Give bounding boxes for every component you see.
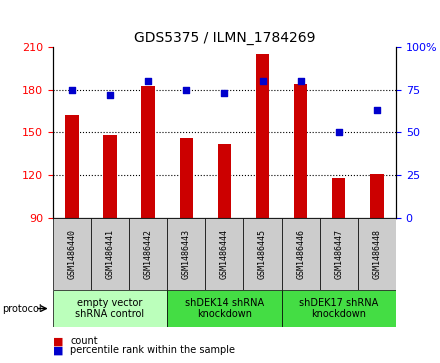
Bar xyxy=(370,174,384,218)
Text: GSM1486442: GSM1486442 xyxy=(143,229,153,279)
Bar xyxy=(180,138,193,218)
Bar xyxy=(103,135,117,218)
Text: count: count xyxy=(70,336,98,346)
Bar xyxy=(167,290,282,327)
Point xyxy=(374,107,381,113)
Bar xyxy=(218,144,231,218)
Bar xyxy=(320,218,358,290)
Bar xyxy=(167,218,205,290)
Text: GSM1486441: GSM1486441 xyxy=(106,229,114,279)
Text: GSM1486447: GSM1486447 xyxy=(334,229,343,279)
Bar xyxy=(256,54,269,218)
Text: GSM1486444: GSM1486444 xyxy=(220,229,229,279)
Bar xyxy=(53,290,167,327)
Text: ■: ■ xyxy=(53,336,63,346)
Point xyxy=(183,87,190,93)
Point xyxy=(68,87,75,93)
Bar xyxy=(91,218,129,290)
Text: ■: ■ xyxy=(53,345,63,355)
Bar xyxy=(243,218,282,290)
Text: GSM1486443: GSM1486443 xyxy=(182,229,191,279)
Bar xyxy=(53,218,91,290)
Point xyxy=(259,78,266,84)
Point xyxy=(221,90,228,96)
Bar xyxy=(282,218,320,290)
Point xyxy=(145,78,152,84)
Point xyxy=(335,130,342,135)
Text: GSM1486448: GSM1486448 xyxy=(372,229,381,279)
Text: protocol: protocol xyxy=(2,303,42,314)
Title: GDS5375 / ILMN_1784269: GDS5375 / ILMN_1784269 xyxy=(134,31,315,45)
Text: percentile rank within the sample: percentile rank within the sample xyxy=(70,345,235,355)
Bar xyxy=(332,178,345,218)
Text: GSM1486440: GSM1486440 xyxy=(67,229,77,279)
Bar xyxy=(205,218,243,290)
Point xyxy=(297,78,304,84)
Bar xyxy=(65,115,78,218)
Point xyxy=(106,92,114,98)
Text: GSM1486446: GSM1486446 xyxy=(296,229,305,279)
Text: empty vector
shRNA control: empty vector shRNA control xyxy=(75,298,145,319)
Text: shDEK14 shRNA
knockdown: shDEK14 shRNA knockdown xyxy=(185,298,264,319)
Bar xyxy=(129,218,167,290)
Bar xyxy=(358,218,396,290)
Bar xyxy=(294,84,307,218)
Text: GSM1486445: GSM1486445 xyxy=(258,229,267,279)
Bar xyxy=(282,290,396,327)
Text: shDEK17 shRNA
knockdown: shDEK17 shRNA knockdown xyxy=(299,298,378,319)
Bar xyxy=(142,86,155,218)
